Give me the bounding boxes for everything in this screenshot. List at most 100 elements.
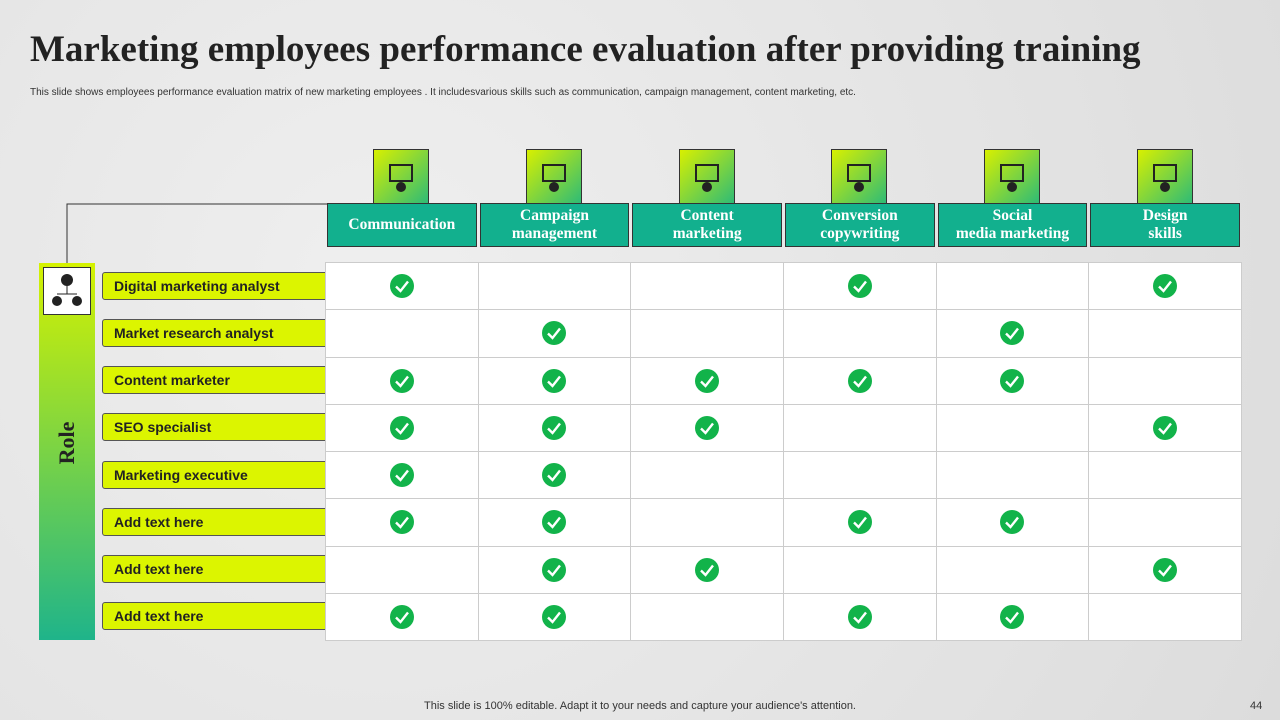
matrix-cell (325, 403, 479, 452)
check-mark (542, 557, 567, 582)
matrix-cell (477, 545, 632, 594)
matrix-cell (630, 309, 784, 358)
matrix-cell (1088, 309, 1242, 358)
check-mark (542, 368, 567, 393)
matrix-cell (325, 451, 479, 500)
check-mark (542, 415, 567, 440)
matrix-cell (935, 309, 1090, 358)
icon-glyph (542, 164, 566, 192)
matrix-cell (325, 356, 479, 405)
matrix-cell (783, 356, 937, 405)
matrix-cell (630, 451, 784, 500)
matrix-cell (1088, 545, 1242, 594)
role-name: Add text here (102, 555, 326, 584)
page-number: 44 (1250, 700, 1263, 712)
column-icon (1136, 149, 1193, 205)
matrix-cell (1088, 262, 1242, 311)
matrix-cell (783, 592, 937, 641)
matrix-cell (630, 403, 784, 452)
role-label: Role (54, 421, 79, 465)
matrix-cell (935, 356, 1090, 405)
check-mark (542, 321, 567, 346)
matrix-cell (325, 545, 479, 594)
matrix-cell (630, 262, 784, 311)
matrix-cell (325, 498, 479, 547)
matrix-cell (1088, 451, 1242, 500)
role-icon (43, 267, 91, 315)
matrix-cell (783, 262, 937, 311)
column-header: Design skills (1090, 203, 1240, 247)
check-mark (695, 557, 720, 582)
check-mark (389, 463, 414, 488)
matrix-cell (477, 403, 632, 452)
subtitle: This slide shows employees performance e… (30, 87, 856, 98)
column-icon (678, 149, 735, 205)
icon-glyph (389, 164, 414, 192)
column-header: Content marketing (632, 203, 782, 247)
column-header: Campaign management (479, 203, 630, 247)
matrix-cell (935, 451, 1090, 500)
check-mark (1153, 557, 1178, 582)
check-mark (1000, 368, 1025, 393)
role-name: Add text here (102, 602, 326, 631)
role-name: Content marketer (102, 366, 326, 395)
column-header: Communication (327, 203, 477, 247)
check-mark (389, 604, 414, 629)
matrix-cell (783, 403, 937, 452)
matrix-cell (630, 356, 784, 405)
matrix-cell (1088, 403, 1242, 452)
check-mark (1153, 274, 1178, 299)
matrix-cell (477, 262, 632, 311)
matrix-cell (325, 262, 479, 311)
role-name: Digital marketing analyst (102, 271, 326, 300)
role-bar (39, 263, 95, 640)
matrix-cell (783, 498, 937, 547)
footer-note: This slide is 100% editable. Adapt it to… (424, 700, 856, 712)
matrix-cell (477, 309, 632, 358)
check-mark (1153, 415, 1178, 440)
check-mark (389, 415, 414, 440)
role-name: SEO specialist (102, 413, 326, 442)
check-mark (389, 368, 414, 393)
check-mark (389, 274, 414, 299)
matrix-cell (477, 451, 632, 500)
matrix-cell (477, 498, 632, 547)
matrix-cell (325, 592, 479, 641)
matrix-cell (1088, 356, 1242, 405)
matrix-cell (783, 309, 937, 358)
check-mark (542, 510, 567, 535)
matrix-cell (630, 545, 784, 594)
matrix-cell (783, 451, 937, 500)
role-name: Market research analyst (102, 318, 326, 347)
check-mark (695, 368, 720, 393)
matrix-cell (935, 592, 1090, 641)
check-mark (1000, 321, 1025, 346)
check-mark (1000, 604, 1025, 629)
check-mark (542, 604, 567, 629)
title: Marketing employees performance evaluati… (30, 29, 1141, 70)
check-mark (1000, 510, 1025, 535)
icon-glyph (1000, 164, 1024, 192)
column-icon (526, 149, 582, 205)
column-header: Conversion copywriting (785, 203, 935, 247)
matrix-cell (935, 545, 1090, 594)
column-icon (373, 149, 430, 205)
matrix-cell (935, 403, 1090, 452)
icon-glyph (1152, 164, 1177, 192)
matrix-cell (477, 356, 632, 405)
matrix-cell (935, 262, 1090, 311)
matrix-cell (1088, 592, 1242, 641)
check-mark (847, 604, 872, 629)
matrix-cell (783, 545, 937, 594)
check-mark (847, 368, 872, 393)
matrix-cell (1088, 498, 1242, 547)
column-header: Social media marketing (937, 203, 1088, 247)
matrix-cell (325, 309, 479, 358)
check-mark (847, 274, 872, 299)
matrix-cell (477, 592, 632, 641)
role-name: Add text here (102, 507, 326, 536)
check-mark (389, 510, 414, 535)
icon-glyph (847, 164, 872, 192)
